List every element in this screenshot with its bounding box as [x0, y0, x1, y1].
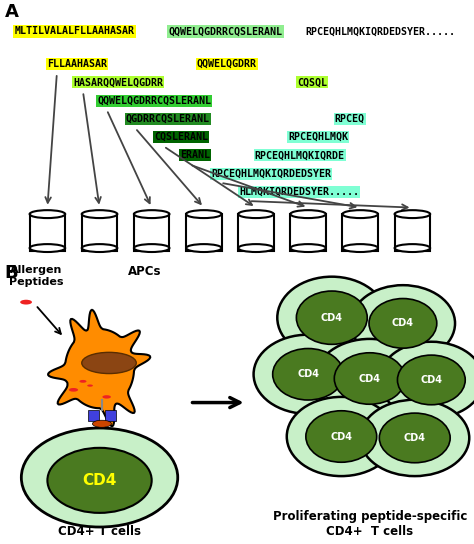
Ellipse shape: [306, 411, 377, 462]
Text: RPCEQHLMQK: RPCEQHLMQK: [288, 132, 348, 142]
Ellipse shape: [87, 385, 93, 387]
Ellipse shape: [334, 353, 405, 404]
Bar: [186, 214, 222, 251]
Text: MLTILVALALFLLAAHASAR: MLTILVALALFLLAAHASAR: [14, 26, 134, 36]
Bar: [88, 410, 99, 421]
Text: Proliferating peptide-specific
CD4+  T cells: Proliferating peptide-specific CD4+ T ce…: [273, 510, 467, 539]
Text: CD4: CD4: [359, 374, 381, 384]
Ellipse shape: [134, 210, 170, 218]
Text: QQWELQGDRR: QQWELQGDRR: [197, 59, 257, 69]
Bar: [82, 214, 117, 251]
Text: CD4: CD4: [82, 473, 117, 488]
Text: Allergen
Peptides: Allergen Peptides: [9, 265, 64, 287]
Ellipse shape: [273, 349, 344, 400]
Text: CD4: CD4: [420, 375, 442, 385]
Text: CD4: CD4: [321, 313, 343, 323]
Ellipse shape: [238, 244, 274, 252]
Ellipse shape: [369, 299, 437, 348]
Text: QQWELQGDRRCQSLERANL: QQWELQGDRRCQSLERANL: [97, 96, 211, 106]
Ellipse shape: [379, 342, 474, 418]
Text: FLLAAHASAR: FLLAAHASAR: [47, 59, 108, 69]
Ellipse shape: [379, 413, 450, 463]
Ellipse shape: [290, 210, 326, 218]
Text: QQWELQGDRRCQSLERANL: QQWELQGDRRCQSLERANL: [168, 26, 283, 36]
Text: RPCEQHLMQKIQRDEDSYER.....: RPCEQHLMQKIQRDEDSYER.....: [306, 26, 456, 36]
Ellipse shape: [351, 285, 455, 362]
Ellipse shape: [29, 210, 65, 218]
Bar: [394, 214, 430, 251]
Ellipse shape: [186, 210, 222, 218]
Text: B: B: [5, 264, 18, 282]
Ellipse shape: [21, 428, 178, 527]
Bar: [134, 214, 170, 251]
Text: CD4: CD4: [297, 369, 319, 379]
Bar: [342, 214, 378, 251]
Polygon shape: [48, 310, 150, 426]
Text: HASARQQWELQGDRR: HASARQQWELQGDRR: [73, 77, 164, 87]
Ellipse shape: [79, 380, 86, 383]
Bar: [238, 214, 274, 251]
Ellipse shape: [92, 420, 111, 428]
Ellipse shape: [342, 210, 378, 218]
Ellipse shape: [342, 244, 378, 252]
Bar: [105, 410, 116, 421]
Ellipse shape: [296, 291, 367, 344]
Ellipse shape: [394, 244, 430, 252]
Ellipse shape: [47, 448, 152, 513]
Text: CQSQL: CQSQL: [298, 77, 328, 87]
Text: CQSLERANL: CQSLERANL: [154, 132, 208, 142]
Bar: [290, 214, 326, 251]
Text: ERANL: ERANL: [180, 150, 210, 160]
Text: CD4: CD4: [330, 431, 352, 442]
Ellipse shape: [287, 397, 396, 476]
Ellipse shape: [82, 210, 117, 218]
Text: RPCEQHLMQKIQRDE: RPCEQHLMQKIQRDE: [255, 150, 345, 160]
Ellipse shape: [254, 335, 363, 414]
Ellipse shape: [397, 355, 465, 405]
Ellipse shape: [69, 388, 78, 392]
Ellipse shape: [20, 300, 32, 305]
Bar: [29, 214, 65, 251]
Ellipse shape: [134, 244, 170, 252]
Ellipse shape: [29, 244, 65, 252]
Text: HLMQKIQRDEDSYER.....: HLMQKIQRDEDSYER.....: [239, 187, 359, 197]
Ellipse shape: [315, 339, 424, 418]
Ellipse shape: [82, 244, 117, 252]
Ellipse shape: [394, 210, 430, 218]
Text: CD4: CD4: [392, 318, 414, 329]
Ellipse shape: [186, 244, 222, 252]
Ellipse shape: [290, 244, 326, 252]
Text: RPCEQHLMQKIQRDEDSYER: RPCEQHLMQKIQRDEDSYER: [211, 169, 331, 178]
Text: CD4: CD4: [404, 433, 426, 443]
Text: APCs: APCs: [128, 265, 162, 279]
Ellipse shape: [102, 395, 111, 399]
Ellipse shape: [238, 210, 274, 218]
Text: RPCEQ: RPCEQ: [335, 114, 365, 124]
Text: A: A: [5, 3, 18, 21]
Ellipse shape: [360, 400, 469, 476]
Text: QGDRRCQSLERANL: QGDRRCQSLERANL: [126, 114, 210, 124]
Ellipse shape: [277, 277, 386, 358]
Text: CD4+ T cells: CD4+ T cells: [58, 526, 141, 539]
Ellipse shape: [82, 353, 137, 374]
